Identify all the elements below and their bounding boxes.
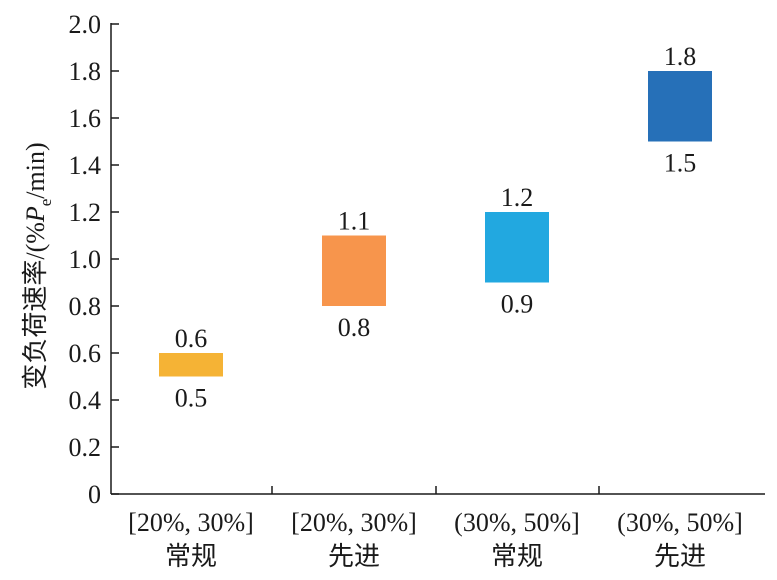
data-labels: 0.6 0.5 1.1 0.8 1.2 0.9 1.8 1.5 — [175, 42, 697, 413]
y-tick-label: 1.4 — [69, 151, 102, 180]
range-bar — [648, 71, 712, 142]
y-axis-label-main: 变负荷速率/(% — [21, 222, 50, 390]
range-high-label: 0.6 — [175, 324, 208, 353]
range-low-label: 0.9 — [501, 290, 534, 319]
bars — [159, 71, 712, 377]
y-axis-label-tail: /min) — [21, 142, 50, 198]
y-tick-label: 0 — [88, 480, 101, 509]
x-category-label-line2: 常规 — [165, 542, 217, 571]
x-category-label-line1: (30%, 50%] — [454, 508, 580, 537]
range-bar — [485, 212, 549, 283]
range-high-label: 1.1 — [338, 207, 371, 236]
range-low-label: 0.8 — [338, 313, 371, 342]
range-low-label: 1.5 — [664, 149, 697, 178]
y-tick-label: 0.8 — [69, 292, 102, 321]
x-category-label-line2: 常规 — [491, 542, 543, 571]
x-category-label-line1: [20%, 30%] — [291, 508, 417, 537]
range-bar — [159, 353, 223, 377]
y-tick-label: 1.8 — [69, 57, 102, 86]
y-tick-label: 0.6 — [69, 339, 102, 368]
y-tick-label: 1.0 — [69, 245, 102, 274]
range-bar — [322, 235, 386, 306]
x-category-label-line1: (30%, 50%] — [617, 508, 743, 537]
x-category-label-line2: 先进 — [328, 542, 380, 571]
range-low-label: 0.5 — [175, 384, 208, 413]
range-high-label: 1.8 — [664, 42, 697, 71]
y-axis-label-subscript: e — [36, 199, 55, 207]
y-tick-label: 1.2 — [69, 198, 102, 227]
y-axis-label-italic: P — [21, 206, 50, 223]
y-tick-label: 0.2 — [69, 433, 102, 462]
x-category-label-line1: [20%, 30%] — [128, 508, 254, 537]
y-tick-label: 0.4 — [69, 386, 102, 415]
y-axis-label: 变负荷速率/(%Pe/min) — [21, 142, 55, 389]
y-tick-label: 2.0 — [69, 10, 102, 39]
x-category-label-line2: 先进 — [654, 542, 706, 571]
range-high-label: 1.2 — [501, 183, 534, 212]
axes: 0 0.2 0.4 0.6 0.8 1.0 1.2 1.4 1.6 1.8 2.0 [20%, 30%… — [69, 10, 765, 571]
y-tick-label: 1.6 — [69, 104, 102, 133]
